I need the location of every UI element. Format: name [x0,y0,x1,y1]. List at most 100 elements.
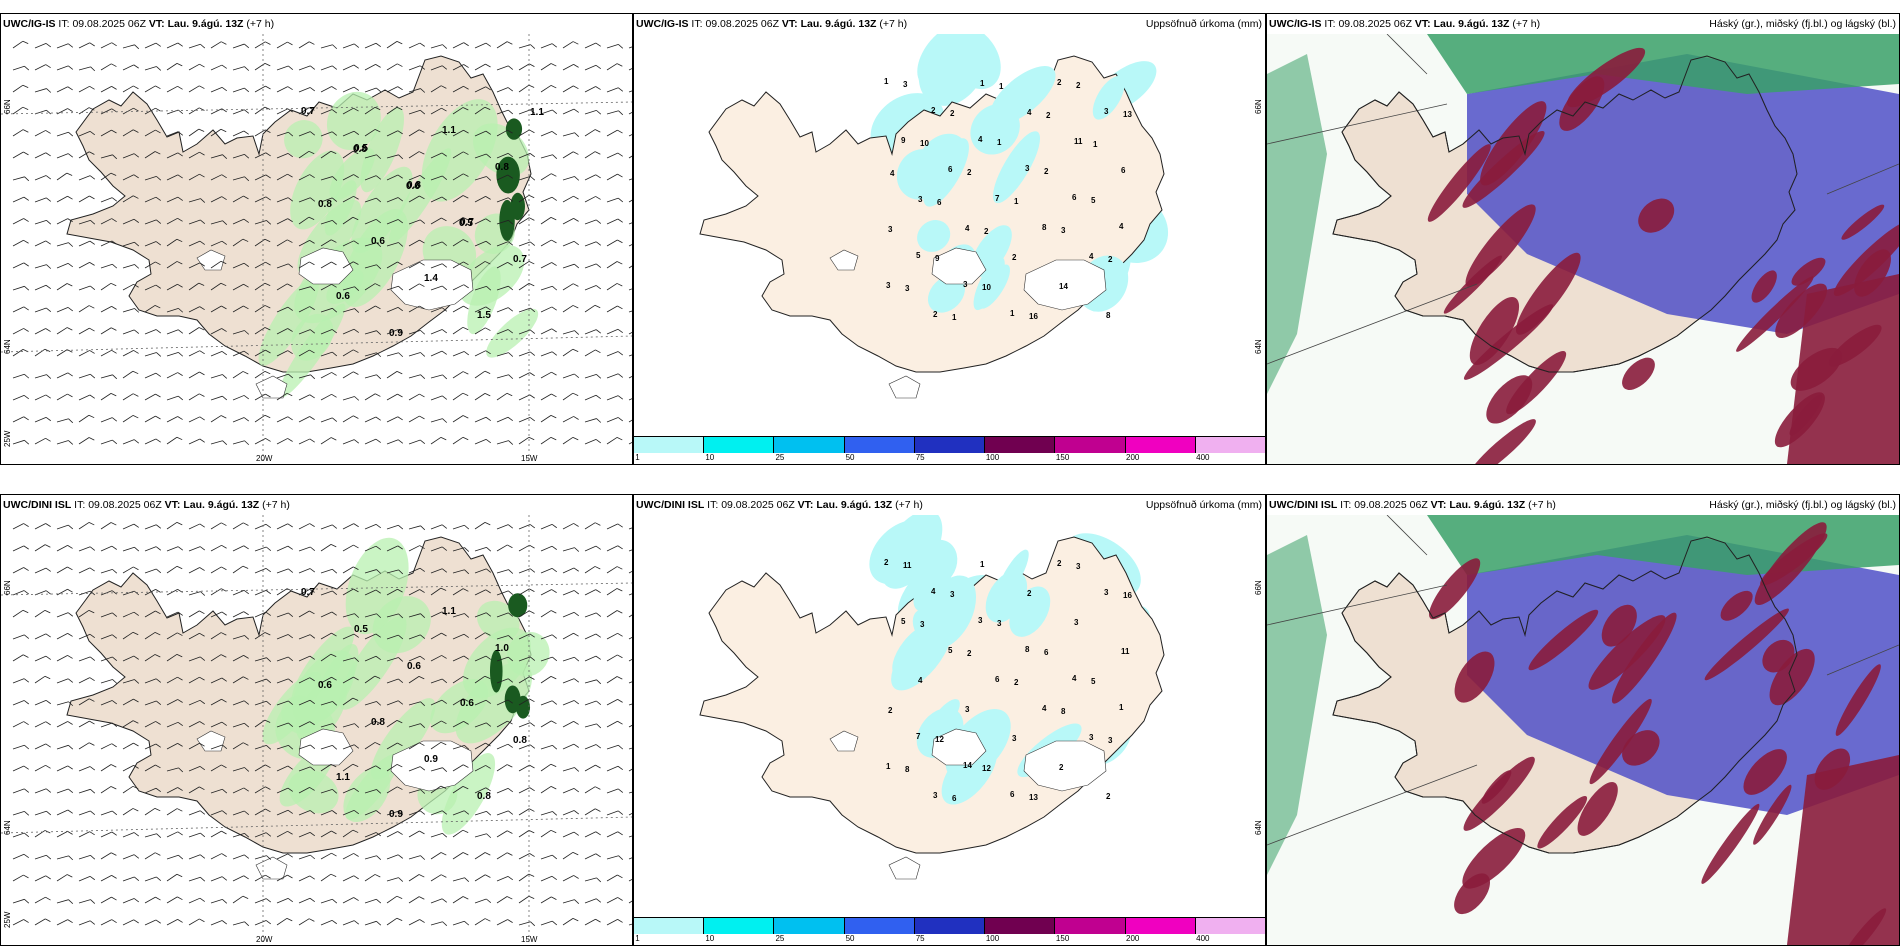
wind-barb-staff [144,241,157,247]
wind-barb-staff [320,86,332,93]
wind-barb-staff [408,525,421,530]
wind-barb [364,438,381,445]
wind-barb-flag [244,854,250,859]
wind-barb-flag [265,261,271,266]
wind-barb-staff [584,853,596,860]
wind-barb [342,697,359,706]
wind-barb-staff [606,173,618,181]
wind-barb [144,305,161,313]
wind-barb [606,874,623,882]
wind-barb [496,635,514,640]
wind-barb-flag [22,84,29,89]
wind-barb [12,394,30,401]
wind-barb-flag [221,305,227,310]
wind-barb-staff [166,896,178,904]
wind-barb-flag [287,416,293,421]
wind-barb-flag [24,286,30,291]
wind-barb-flag [484,370,491,374]
wind-barb [12,239,29,247]
wind-barb-flag [441,350,447,355]
wind-barb-staff [122,329,135,335]
wind-barb-staff [122,439,135,445]
wind-barb-staff [34,788,47,794]
gust-area-light [326,269,364,304]
wind-barb-flag [200,198,206,203]
precip-amount: 6 [1044,648,1049,657]
wind-barb-staff [298,41,310,49]
wind-barb-flag [156,568,162,574]
wind-barb [584,918,601,926]
colorbar-tick-label: 400 [1196,453,1210,462]
wind-barb-flag [440,741,447,746]
wind-barb [496,109,514,115]
wind-barb [540,196,557,203]
wind-barb-flag [507,174,513,179]
wind-barb-flag [618,745,624,750]
wind-barb-staff [430,741,442,750]
wind-barb-flag [462,786,469,790]
wind-barb-staff [386,393,398,401]
wind-barb-staff [78,656,91,662]
wind-barb-staff [232,921,245,926]
wind-barb-staff [540,589,552,596]
wind-barb-flag [376,374,382,380]
wind-barb-flag [44,348,51,352]
wind-barb-flag [573,195,579,200]
wind-barb-staff [100,129,112,137]
wind-barb-staff [232,767,245,772]
wind-barb-flag [463,810,470,815]
wind-barb-flag [420,352,426,357]
wind-barb-staff [78,899,91,904]
wind-barb [210,440,228,445]
wind-barb [430,241,448,247]
precip-amount: 10 [982,283,991,292]
wind-barb [34,240,51,247]
wind-barb-flag [67,721,73,725]
wind-barb-flag [376,197,382,203]
wind-barb [276,239,293,247]
wind-barb [474,63,491,71]
wind-barb-flag [419,589,425,593]
wind-barb [452,569,470,575]
wind-barb [144,546,162,552]
precip-area [993,131,1041,204]
wind-barb-staff [210,899,223,904]
wind-barb-flag [23,395,30,400]
wind-barb-staff [254,523,267,530]
wind-barb [386,174,403,181]
wind-barb [628,195,632,203]
wind-barb [144,524,162,530]
wind-barb [34,219,52,225]
wind-barb-flag [463,261,469,266]
wind-barb-flag [310,766,316,771]
wind-barb [562,590,580,596]
wind-barb-flag [330,873,337,877]
wind-barb [34,374,52,379]
wind-barb-flag [529,698,535,703]
wind-barb-staff [298,438,311,445]
wind-barb-staff [518,853,530,860]
wind-barb [452,764,469,772]
wind-barb-flag [617,239,623,244]
wind-barb [188,832,206,838]
wind-barb-flag [529,129,535,134]
wind-barb-staff [320,239,332,247]
wind-barb-staff [100,154,113,159]
low-cloud-area [1528,609,1599,671]
wind-barb-flag [221,196,227,201]
wind-barb [144,352,162,357]
wind-barb-staff [188,282,200,291]
wind-barb-flag [66,349,73,353]
wind-barb [276,787,293,794]
wind-barb-staff [430,241,443,247]
wind-barb-flag [23,328,29,332]
wind-barb-staff [452,655,465,662]
wind-barb-flag [529,417,536,422]
wind-barb-staff [144,721,156,728]
wind-barb-staff [518,787,530,794]
wind-barb-staff [562,416,574,423]
wind-barb-staff [474,612,487,618]
wind-barb-flag [331,852,337,857]
wind-barb-flag [508,590,514,595]
wind-barb-flag [133,655,139,660]
